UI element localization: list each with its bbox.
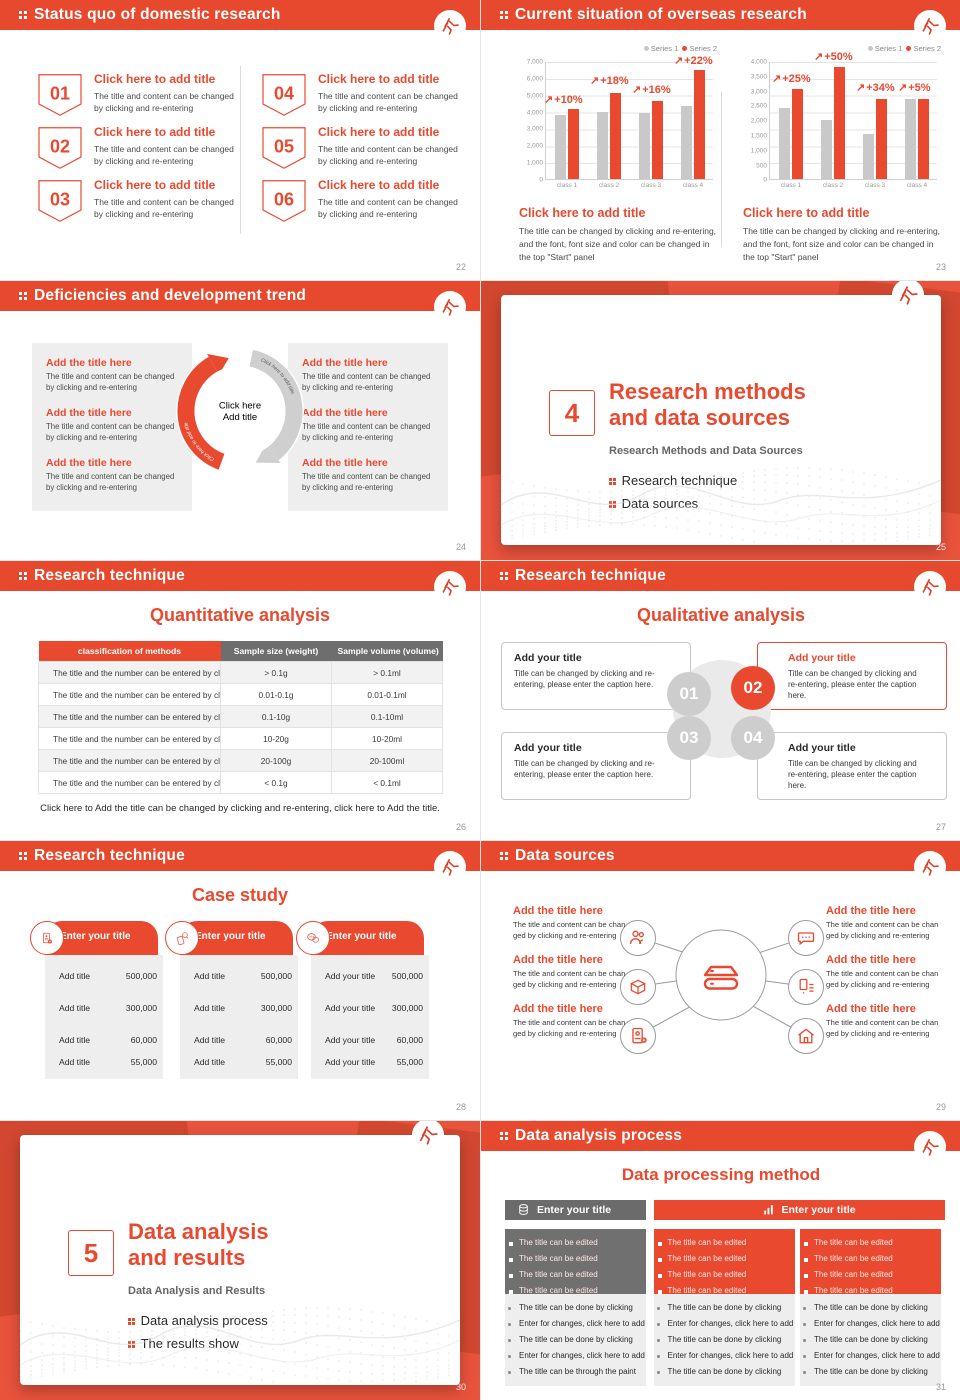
- svg-text:02: 02: [50, 137, 70, 157]
- svg-text:06: 06: [274, 190, 294, 210]
- svg-text:Click here: Click here: [219, 401, 261, 412]
- svg-text:03: 03: [50, 190, 70, 210]
- svg-text:Add title: Add title: [223, 412, 257, 423]
- svg-text:01: 01: [50, 84, 70, 104]
- svg-text:04: 04: [274, 84, 294, 104]
- svg-text:05: 05: [274, 137, 294, 157]
